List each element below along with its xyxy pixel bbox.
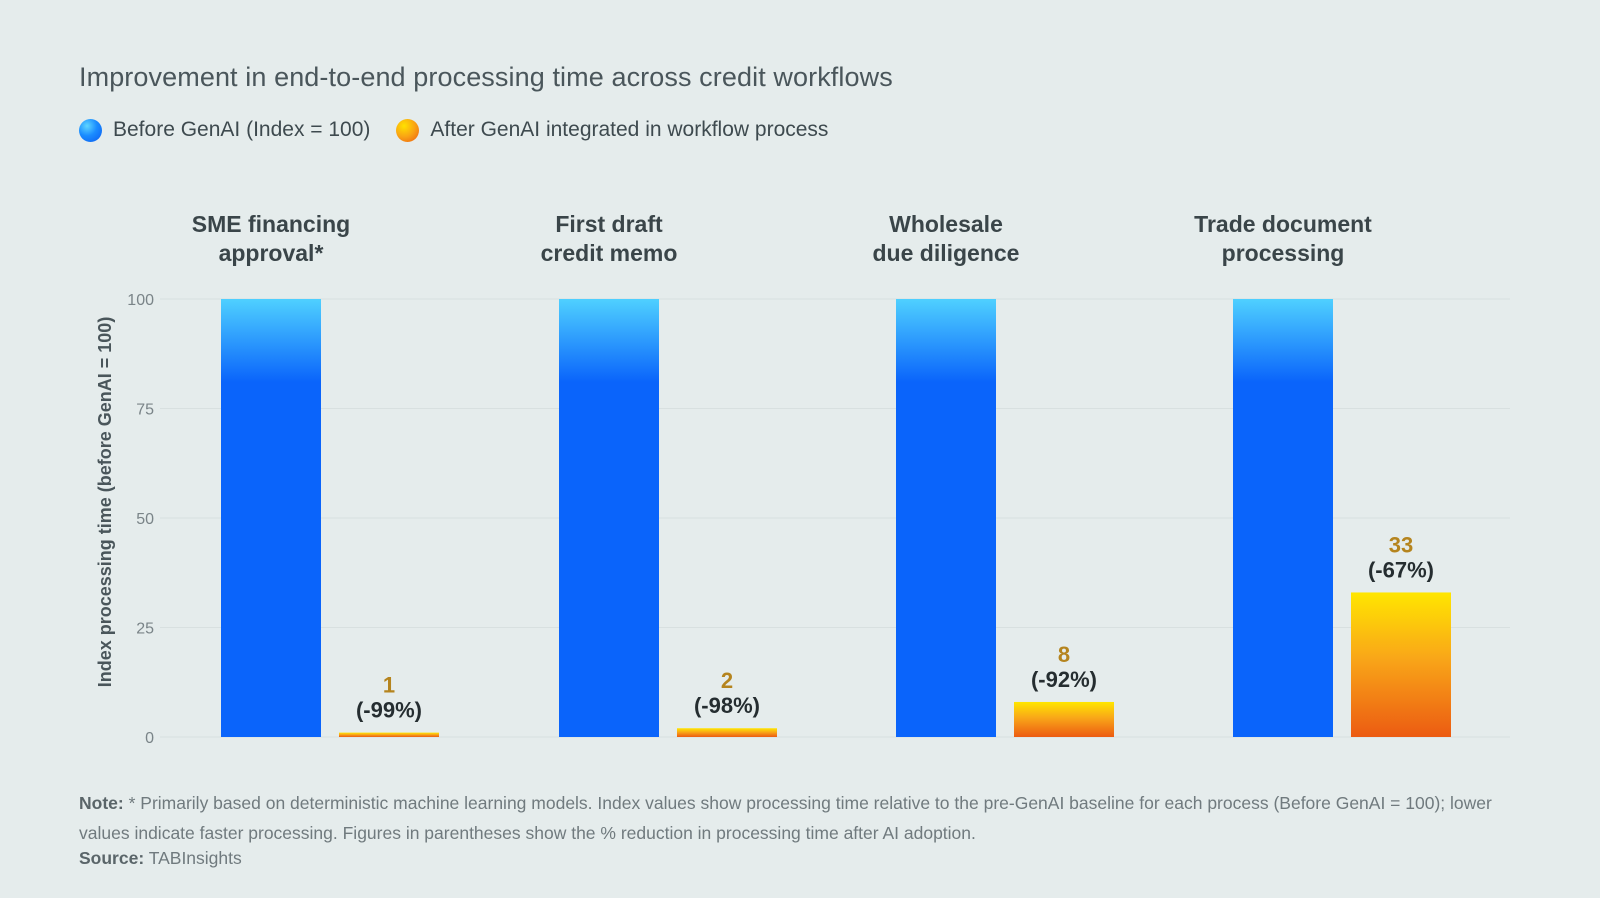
- bar-before-1: [221, 299, 321, 737]
- data-label-value-3: 8: [1058, 642, 1070, 667]
- category-label-2: First draft credit memo: [541, 211, 678, 266]
- source: Source: TABInsights: [79, 848, 242, 869]
- bar-after-3: [1014, 701, 1114, 737]
- bars: [221, 299, 1451, 737]
- bar-after-2: [677, 728, 777, 737]
- source-text: TABInsights: [148, 848, 242, 868]
- note-label: Note:: [79, 793, 124, 813]
- chart-title: Improvement in end-to-end processing tim…: [79, 62, 893, 92]
- data-label-change-1: (-99%): [356, 698, 422, 723]
- bar-before-3: [896, 299, 996, 737]
- y-tick-label-0: 0: [145, 730, 154, 747]
- bar-before-2: [559, 299, 659, 737]
- y-tick-label-25: 25: [136, 621, 154, 638]
- data-label-change-3: (-92%): [1031, 667, 1097, 692]
- data-labels: 1(-99%) 2(-98%) 8(-92%) 33(-67%): [356, 532, 1434, 722]
- legend-label-after: After GenAI integrated in workflow proce…: [430, 118, 829, 141]
- legend-item-before: Before GenAI (Index = 100): [79, 118, 370, 142]
- footnote: Note: * Primarily based on deterministic…: [79, 788, 1519, 848]
- category-labels: SME financing approval* First draft credit …: [192, 211, 1372, 266]
- category-label-3: Wholesale due diligence: [873, 211, 1020, 266]
- y-tick-label-75: 75: [136, 402, 154, 419]
- orange-gradient-dot-icon: [396, 118, 420, 142]
- category-label-4: Trade document processing: [1194, 211, 1372, 266]
- data-label-value-1: 1: [383, 673, 395, 698]
- legend-label-before: Before GenAI (Index = 100): [113, 118, 371, 141]
- bar-before-4: [1233, 299, 1333, 737]
- y-tick-label-100: 100: [127, 292, 154, 309]
- data-label-change-4: (-67%): [1368, 557, 1434, 582]
- data-label-change-2: (-98%): [694, 693, 760, 718]
- data-label-value-2: 2: [721, 668, 733, 693]
- y-axis-label: Index processing time (before GenAI = 10…: [95, 317, 115, 688]
- data-label-value-4: 33: [1389, 532, 1413, 557]
- y-axis-ticks: 0 25 50 75 100: [127, 292, 154, 747]
- legend: Before GenAI (Index = 100) After GenAI i…: [79, 118, 854, 142]
- y-tick-label-50: 50: [136, 511, 154, 528]
- blue-gradient-dot-icon: [79, 118, 102, 142]
- source-label: Source:: [79, 848, 145, 868]
- legend-item-after: After GenAI integrated in workflow proce…: [396, 118, 828, 142]
- bar-after-4: [1351, 592, 1451, 737]
- category-label-1: SME financing approval*: [192, 211, 350, 266]
- bar-after-1: [339, 732, 439, 737]
- note-text: * Primarily based on deterministic machi…: [79, 793, 1492, 843]
